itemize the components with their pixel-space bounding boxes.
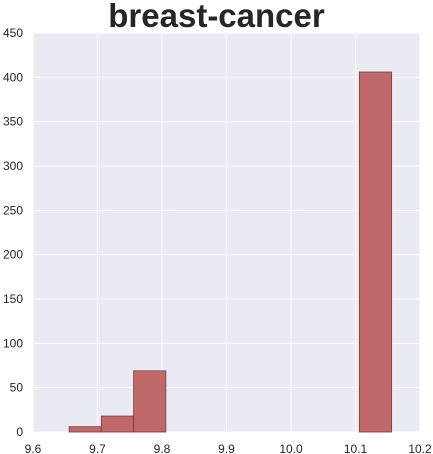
y-tick-label: 150 [3, 292, 23, 306]
y-tick-label: 350 [3, 115, 23, 129]
y-tick-label: 400 [3, 70, 23, 84]
x-tick-label: 10.2 [408, 442, 432, 454]
histogram-bar [100, 415, 135, 433]
chart-title: breast-cancer [108, 0, 325, 34]
y-tick-label: 450 [3, 26, 23, 40]
histogram-bars [68, 71, 393, 433]
y-axis-tick-labels: 0 50 100 150 200 250 300 350 400 450 [3, 26, 23, 439]
x-tick-label: 10.1 [344, 442, 368, 454]
y-tick-label: 50 [10, 381, 24, 395]
x-tick-label: 9.9 [218, 442, 235, 454]
y-tick-label: 200 [3, 248, 23, 262]
y-tick-label: 0 [16, 425, 23, 439]
x-tick-label: 9.8 [154, 442, 171, 454]
y-tick-label: 300 [3, 159, 23, 173]
y-tick-label: 250 [3, 203, 23, 217]
x-axis-tick-labels: 9.6 9.7 9.8 9.9 10.0 10.1 10.2 [25, 442, 432, 454]
histogram-bar [133, 370, 167, 433]
y-tick-label: 100 [3, 336, 23, 350]
grid-lines [32, 32, 421, 433]
histogram-bar [68, 426, 102, 433]
x-tick-label: 9.6 [25, 442, 42, 454]
x-tick-label: 9.7 [89, 442, 106, 454]
histogram-bar [358, 71, 393, 433]
x-tick-label: 10.0 [279, 442, 303, 454]
